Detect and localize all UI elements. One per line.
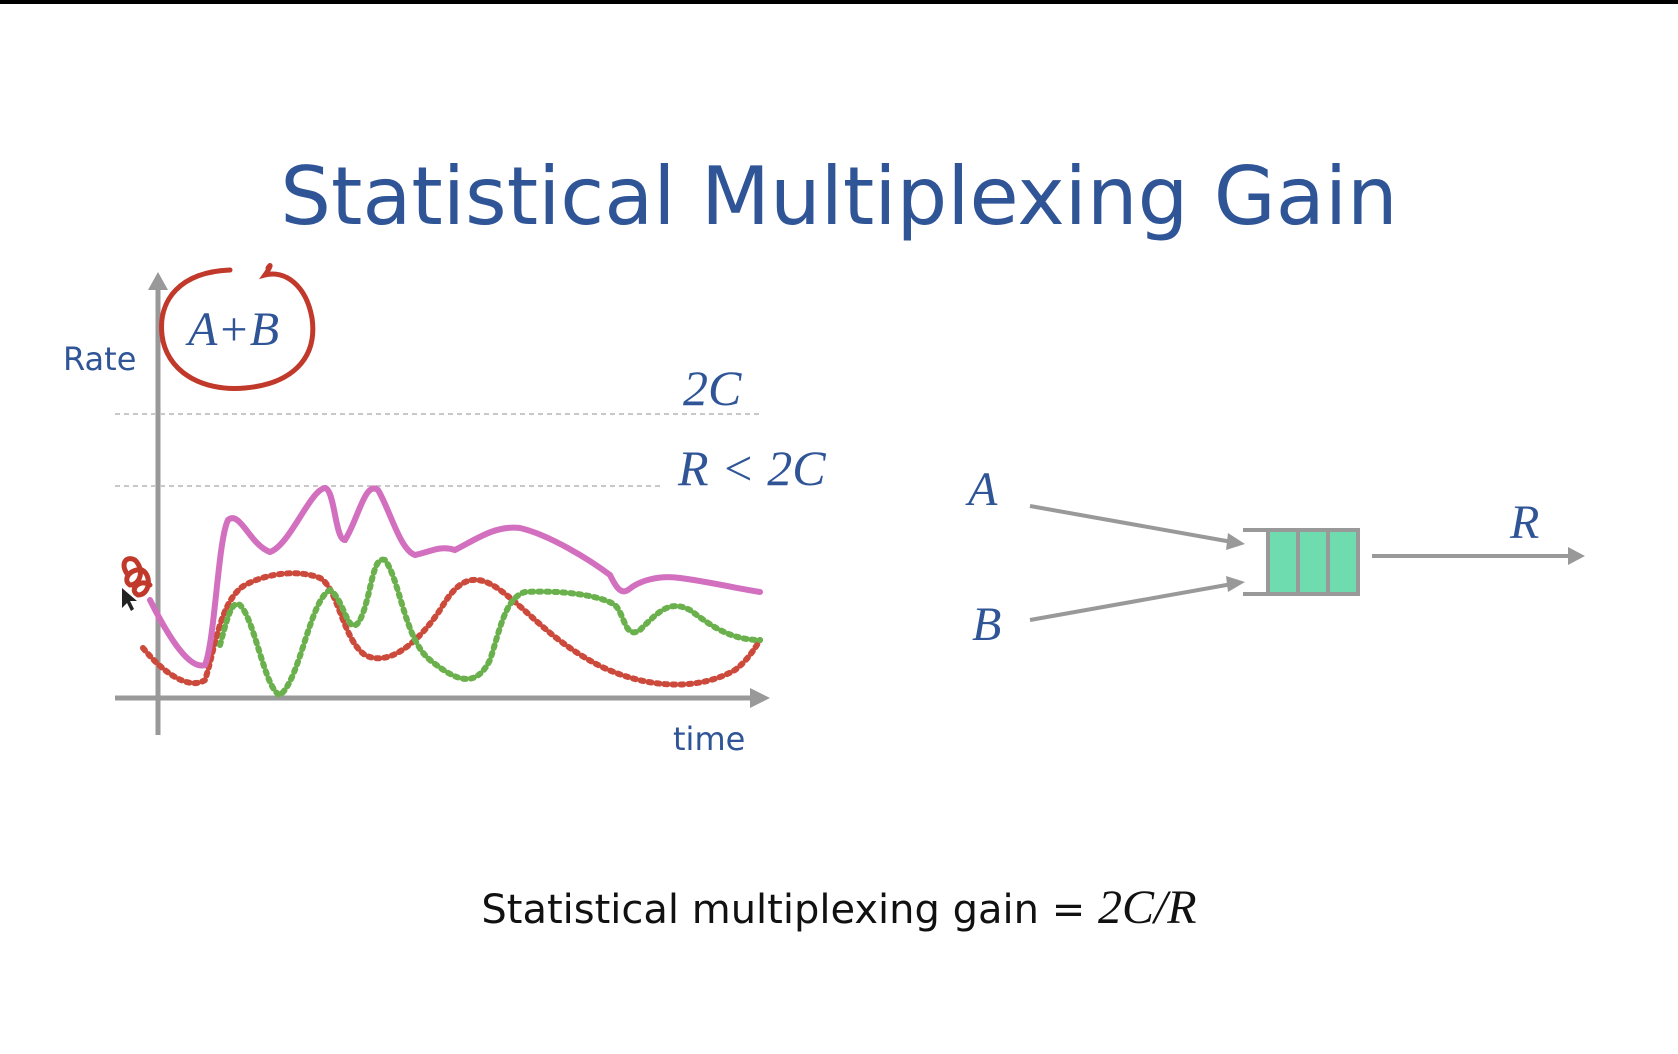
input-b-label: B bbox=[972, 598, 1001, 651]
arrow-b-head bbox=[1226, 576, 1245, 592]
queue-diagram bbox=[1029, 504, 1585, 622]
output-r-label: R bbox=[1509, 496, 1539, 549]
flow-a-curve bbox=[140, 570, 763, 688]
queue-buffer bbox=[1266, 528, 1360, 596]
cursor-icon bbox=[122, 588, 137, 611]
footer-math: 2C/R bbox=[1097, 881, 1197, 934]
top-border bbox=[0, 0, 1678, 4]
annotation-circle bbox=[159, 263, 316, 391]
sum-a-plus-b-curve bbox=[147, 484, 763, 669]
arrow-a-line bbox=[1029, 504, 1233, 544]
output-arrow-head bbox=[1568, 547, 1585, 565]
y-axis-label: Rate bbox=[63, 340, 136, 378]
flow-b-curve bbox=[217, 556, 763, 699]
x-axis-label: time bbox=[673, 720, 745, 758]
circled-label-a-plus-b: A+B bbox=[185, 303, 279, 356]
x-axis-arrow bbox=[750, 688, 770, 708]
y-axis-arrow bbox=[148, 272, 168, 290]
input-a-label: A bbox=[965, 463, 998, 516]
footer-text: Statistical multiplexing gain = bbox=[481, 887, 1098, 933]
level-2c-label: 2C bbox=[683, 360, 742, 416]
arrow-b-line bbox=[1029, 582, 1233, 622]
arrow-a-head bbox=[1226, 533, 1245, 550]
slide-title: Statistical Multiplexing Gain bbox=[280, 150, 1398, 243]
footer-formula: Statistical multiplexing gain = 2C/R bbox=[0, 880, 1678, 935]
level-r-label: R < 2C bbox=[677, 440, 826, 496]
annotation-scribble bbox=[121, 556, 153, 598]
